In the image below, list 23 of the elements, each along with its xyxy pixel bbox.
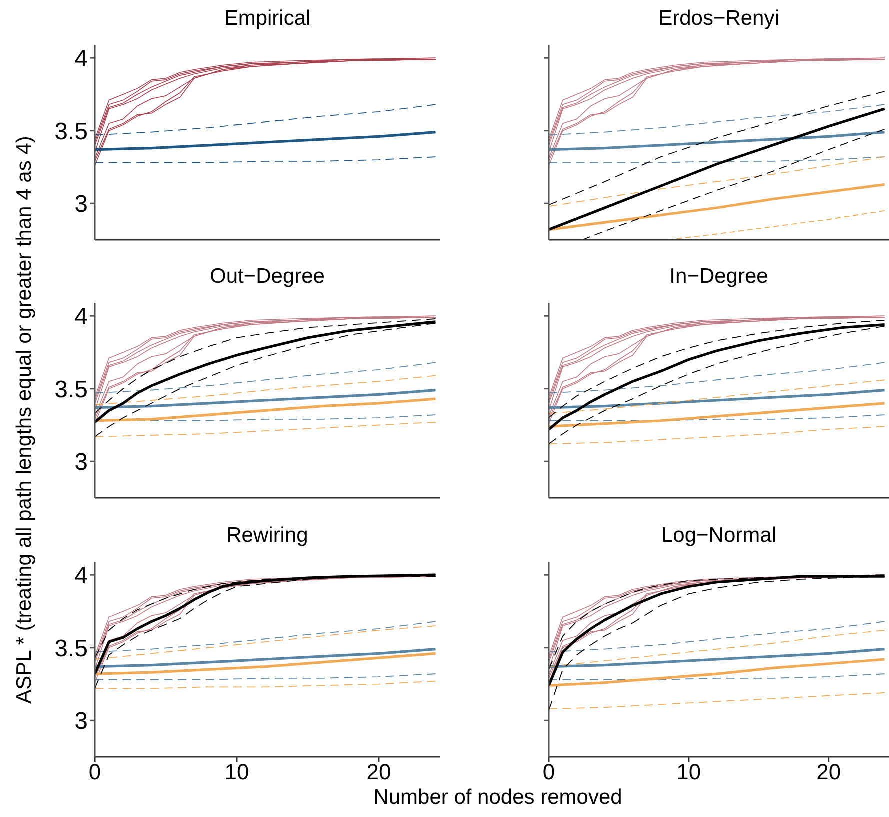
chart-title: In−Degree <box>668 265 770 289</box>
x-tick-label: 10 <box>676 760 702 785</box>
chart-title: Rewiring <box>226 524 310 548</box>
y-tick-label: 4 <box>74 562 88 590</box>
x-tick-label: 20 <box>816 760 842 785</box>
chart-title: Log−Normal <box>660 524 778 548</box>
x-tick-label: 0 <box>88 760 102 785</box>
x-axis-title: Number of nodes removed <box>372 786 624 810</box>
y-tick-label: 3 <box>74 708 88 736</box>
chart-title: Empirical <box>223 7 312 31</box>
y-tick-label: 3 <box>74 449 88 476</box>
y-tick-label: 3.5 <box>54 635 88 662</box>
y-axis-title: ASPL * (treating all path lengths equal or greater than 4 as 4) <box>13 135 37 706</box>
y-tick-label: 4 <box>74 46 88 73</box>
chart-title: Erdos−Renyi <box>658 7 780 31</box>
y-tick-label: 4 <box>74 304 88 331</box>
chart-title: Out−Degree <box>209 265 326 289</box>
x-tick-label: 10 <box>224 760 250 785</box>
y-tick-label: 3.5 <box>54 376 88 404</box>
x-tick-label: 20 <box>366 760 392 785</box>
y-tick-label: 3 <box>74 191 88 218</box>
x-tick-label: 0 <box>542 760 556 785</box>
y-tick-label: 3.5 <box>54 118 88 146</box>
